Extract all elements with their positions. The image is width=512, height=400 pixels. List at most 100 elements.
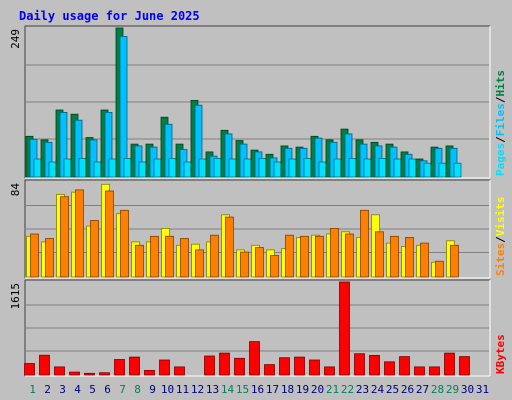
bar-kbytes-day-19 xyxy=(294,356,305,376)
bar-sites-day-26 xyxy=(405,236,414,278)
x-label-day-24: 24 xyxy=(371,383,385,396)
x-label-day-22: 22 xyxy=(341,383,354,396)
bar-files-day-28 xyxy=(434,147,443,178)
x-label-day-17: 17 xyxy=(266,383,279,396)
bar-files-day-20 xyxy=(314,137,323,178)
bar-pages-day-6 xyxy=(108,158,117,178)
bar-kbytes-day-17 xyxy=(264,364,275,376)
x-label-day-30: 30 xyxy=(461,383,474,396)
x-label-day-1: 1 xyxy=(29,383,36,396)
bar-pages-day-24 xyxy=(378,157,387,178)
bar-pages-day-10 xyxy=(168,157,177,178)
legend-item: Pages xyxy=(494,143,507,176)
x-label-day-20: 20 xyxy=(311,383,324,396)
x-label-day-4: 4 xyxy=(74,383,81,396)
bar-kbytes-day-21 xyxy=(324,366,335,376)
bar-files-day-3 xyxy=(59,112,68,178)
panel-legend: KBytes xyxy=(494,334,507,374)
bar-pages-day-28 xyxy=(438,162,447,178)
x-label-day-21: 21 xyxy=(326,383,339,396)
x-label-day-29: 29 xyxy=(446,383,459,396)
bar-files-day-1 xyxy=(29,138,38,178)
bar-sites-day-5 xyxy=(90,220,99,278)
x-label-day-10: 10 xyxy=(161,383,174,396)
bar-kbytes-day-16 xyxy=(249,341,260,376)
bar-files-day-10 xyxy=(164,123,173,178)
bar-files-day-12 xyxy=(194,104,203,178)
bar-sites-day-13 xyxy=(210,234,219,278)
bar-files-day-7 xyxy=(119,36,128,178)
bar-kbytes-day-29 xyxy=(444,352,455,376)
x-label-day-6: 6 xyxy=(104,383,111,396)
bar-sites-day-4 xyxy=(75,189,84,278)
bar-pages-day-15 xyxy=(243,158,252,178)
x-label-day-12: 12 xyxy=(191,383,204,396)
bar-sites-day-18 xyxy=(285,234,294,278)
panel-legend: Pages/Files/Hits xyxy=(494,70,507,176)
bar-sites-day-25 xyxy=(390,235,399,278)
bar-files-day-14 xyxy=(224,133,233,178)
bar-pages-day-8 xyxy=(138,161,147,178)
bar-kbytes-day-9 xyxy=(144,369,155,376)
bar-sites-day-12 xyxy=(195,249,204,278)
bar-sites-day-28 xyxy=(435,260,444,278)
bar-pages-day-9 xyxy=(153,158,162,178)
legend-item: Sites xyxy=(494,243,507,276)
x-label-day-7: 7 xyxy=(119,383,126,396)
x-label-day-2: 2 xyxy=(44,383,51,396)
bar-pages-day-23 xyxy=(363,158,372,178)
bar-kbytes-day-2 xyxy=(39,354,50,376)
bar-files-day-6 xyxy=(104,112,113,178)
x-label-day-16: 16 xyxy=(251,383,264,396)
bar-pages-day-18 xyxy=(288,158,297,178)
x-label-day-5: 5 xyxy=(89,383,96,396)
bar-pages-day-14 xyxy=(228,158,237,178)
bar-files-day-2 xyxy=(44,141,53,178)
bar-kbytes-day-25 xyxy=(384,361,395,376)
bar-sites-day-20 xyxy=(315,235,324,278)
legend-item: / xyxy=(494,96,507,103)
bar-files-day-5 xyxy=(89,139,98,178)
bar-kbytes-day-1 xyxy=(24,363,35,376)
bar-sites-day-8 xyxy=(135,244,144,278)
bar-pages-day-4 xyxy=(78,157,87,178)
chart-title: Daily usage for June 2025 xyxy=(19,9,200,23)
panel-visits-sites: 84 Sites/Visits xyxy=(9,179,507,279)
bar-pages-day-25 xyxy=(393,158,402,178)
bar-pages-day-7 xyxy=(123,157,132,178)
bar-kbytes-day-4 xyxy=(69,371,80,376)
y-max-label: 84 xyxy=(9,183,22,197)
bar-sites-day-3 xyxy=(60,196,69,278)
bar-kbytes-day-3 xyxy=(54,366,65,376)
bar-files-day-29 xyxy=(449,147,458,178)
x-label-day-31: 31 xyxy=(476,383,489,396)
x-label-day-25: 25 xyxy=(386,383,399,396)
bar-sites-day-17 xyxy=(270,255,279,278)
bar-kbytes-day-18 xyxy=(279,357,290,376)
bar-pages-day-13 xyxy=(213,157,222,178)
bar-sites-day-22 xyxy=(345,233,354,278)
bar-sites-day-21 xyxy=(330,227,339,278)
panel-kbytes: 1615 KBytes xyxy=(9,279,507,377)
bar-sites-day-9 xyxy=(150,235,159,278)
bar-sites-day-2 xyxy=(45,238,54,278)
bar-files-day-22 xyxy=(344,133,353,178)
bar-pages-day-27 xyxy=(423,162,432,178)
bar-pages-day-22 xyxy=(348,157,357,178)
bar-pages-day-1 xyxy=(33,158,42,178)
bar-sites-day-23 xyxy=(360,209,369,278)
legend-item: Files xyxy=(494,103,507,136)
bar-sites-day-14 xyxy=(225,216,234,278)
bar-files-day-4 xyxy=(74,119,83,178)
chart-panels: 249Pages/Files/Hits84Sites/Visits1615KBy… xyxy=(9,25,507,377)
bar-pages-day-17 xyxy=(273,161,282,178)
x-label-day-28: 28 xyxy=(431,383,444,396)
bar-kbytes-day-20 xyxy=(309,359,320,376)
bar-kbytes-day-26 xyxy=(399,356,410,376)
x-label-day-8: 8 xyxy=(134,383,141,396)
bar-kbytes-day-22 xyxy=(339,281,350,376)
bar-kbytes-day-15 xyxy=(234,357,245,376)
legend-item: Visits xyxy=(494,197,507,237)
bar-sites-day-7 xyxy=(120,209,129,278)
